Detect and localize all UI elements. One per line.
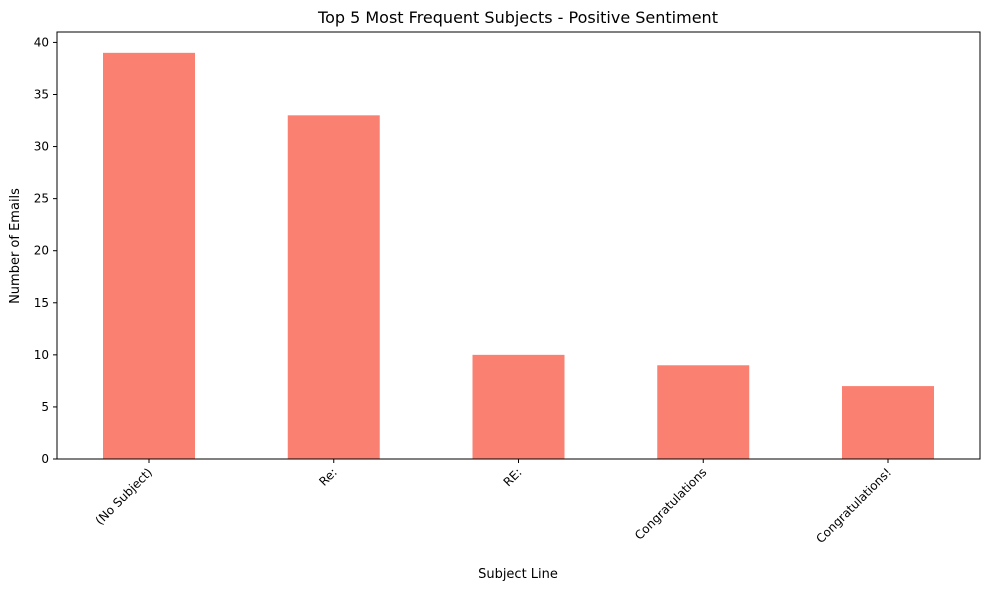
x-tick-label: (No Subject) [93,465,155,527]
y-tick-label: 5 [41,400,49,414]
bar [103,52,195,459]
bar [657,365,750,459]
bars-group [103,52,934,459]
y-tick-label: 15 [34,296,49,310]
x-tick-label: RE: [501,465,525,489]
y-tick-label: 20 [34,244,49,258]
y-axis: 0 5 10 15 20 25 30 35 40 [34,35,57,466]
y-tick-label: 25 [34,192,49,206]
bar [472,354,565,459]
x-tick-label: Congratulations [632,465,709,542]
y-axis-label: Number of Emails [8,188,23,304]
chart-title: Top 5 Most Frequent Subjects - Positive … [317,8,718,27]
bar [287,115,380,459]
y-tick-label: 0 [41,452,49,466]
x-tick-label: Congratulations! [813,465,894,546]
y-tick-label: 40 [34,35,49,49]
plot-frame [56,31,981,460]
y-tick-label: 10 [34,348,49,362]
bar [842,386,934,459]
x-tick-label: Re: [316,465,340,489]
y-tick-label: 35 [34,87,49,101]
x-axis: (No Subject) Re: RE: Congratulations Congrat… [93,459,894,546]
x-axis-label: Subject Line [478,567,558,582]
y-tick-label: 30 [34,140,49,154]
